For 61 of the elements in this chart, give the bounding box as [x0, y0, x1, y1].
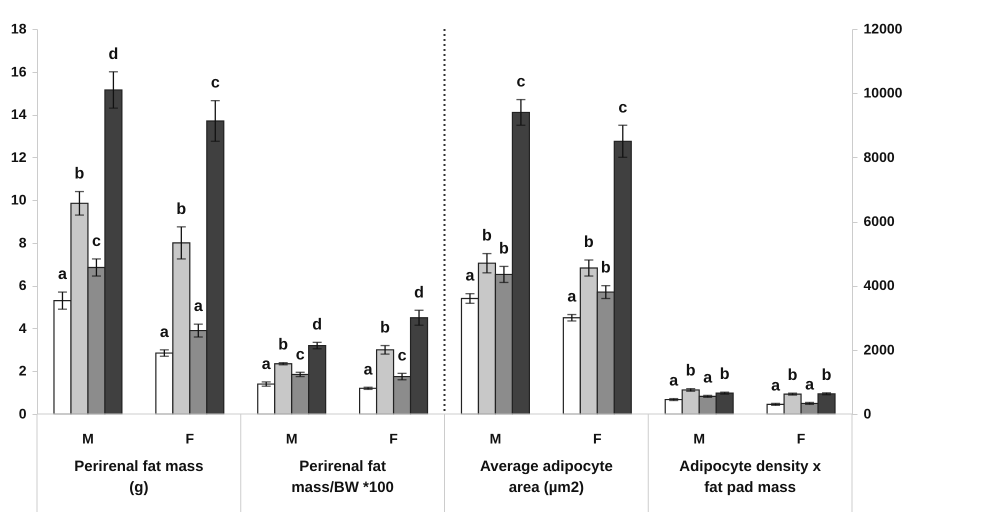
data-label: a: [669, 372, 678, 390]
y2-tick-label: 4000: [864, 277, 895, 294]
x-tick-label: M: [490, 430, 502, 446]
x-tick-label: F: [593, 430, 602, 446]
data-label: c: [618, 99, 628, 116]
data-label: a: [58, 266, 68, 284]
text: Perirenal fat mass (g): [74, 458, 204, 496]
y2-tick-label: 0: [864, 406, 872, 422]
y-tick-label: 16: [10, 63, 27, 80]
data-label: b: [720, 366, 730, 384]
x-tick-label: F: [389, 430, 398, 446]
x-tick-label: M: [286, 430, 298, 446]
y-tick-label: 0: [18, 406, 27, 422]
y-tick-label: 6: [18, 277, 27, 294]
data-label: b: [176, 200, 186, 218]
data-label: c: [398, 347, 407, 364]
y-tick-label: 12: [10, 148, 27, 165]
y2-tick-label: 12000: [864, 20, 903, 36]
x-tick-label: F: [796, 430, 806, 446]
data-label: b: [499, 240, 510, 258]
y2-tick-label: 8000: [864, 148, 895, 165]
data-label: c: [210, 74, 220, 92]
data-label: a: [160, 324, 169, 341]
data-label: b: [482, 228, 492, 245]
x-tick-label: M: [693, 430, 706, 446]
data-label: a: [703, 369, 712, 386]
data-label: b: [380, 320, 390, 337]
y-tick-label: 14: [10, 106, 27, 122]
text: Perirenal fat mass/BW *100: [291, 458, 394, 496]
data-label: a: [805, 376, 814, 394]
data-label: a: [194, 298, 203, 316]
data-label: a: [364, 361, 373, 378]
data-label: b: [584, 234, 594, 251]
data-label: c: [296, 346, 305, 364]
x-tick-label: F: [186, 430, 195, 446]
y2-tick-label: 10000: [864, 84, 903, 101]
x-tick-label: M: [82, 430, 94, 446]
data-label: b: [600, 260, 611, 277]
y2-tick-label: 2000: [864, 341, 895, 358]
y-tick-label: 2: [18, 362, 27, 379]
text: Average adipocyte area (µm2): [480, 458, 613, 496]
text: Adipocyte density x fat pad mass: [679, 458, 822, 496]
y2-tick-label: 6000: [864, 213, 895, 229]
data-label: b: [822, 366, 832, 384]
data-label: d: [108, 46, 118, 63]
y-tick-label: 8: [18, 234, 27, 250]
y-tick-label: 4: [18, 320, 27, 336]
data-label: d: [312, 316, 322, 334]
data-label: a: [466, 268, 475, 285]
data-label: b: [686, 362, 696, 380]
data-label: a: [567, 288, 576, 306]
data-label: b: [74, 166, 85, 183]
data-label: a: [262, 356, 271, 373]
data-label: c: [516, 74, 526, 91]
data-label: b: [278, 336, 288, 354]
data-label: b: [788, 367, 798, 384]
data-label: c: [92, 232, 101, 250]
y-tick-label: 10: [10, 192, 27, 208]
y-tick-label: 18: [10, 20, 27, 36]
data-label: d: [414, 284, 424, 302]
data-label: a: [771, 377, 780, 394]
